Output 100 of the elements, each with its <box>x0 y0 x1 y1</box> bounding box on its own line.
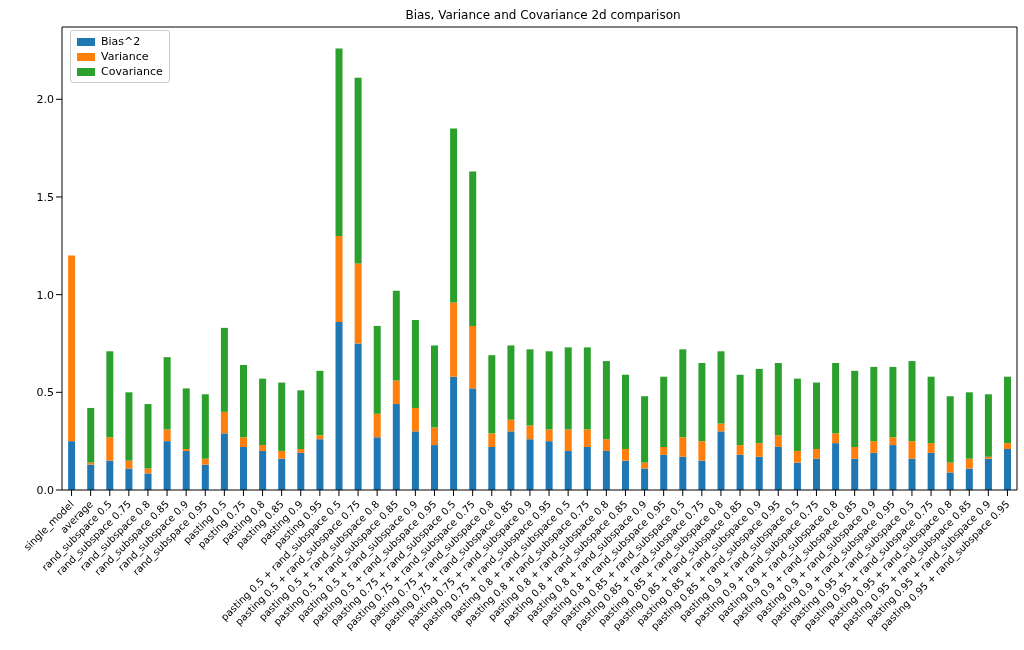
bar <box>259 445 267 451</box>
bar <box>851 447 859 459</box>
bar <box>870 366 878 442</box>
bar <box>545 441 553 490</box>
bar <box>450 128 458 303</box>
bar <box>316 439 324 490</box>
bar <box>564 347 572 430</box>
legend-label: Variance <box>101 49 149 64</box>
bar <box>163 441 171 490</box>
bar <box>622 448 630 461</box>
bar <box>660 454 668 490</box>
bar <box>182 450 190 490</box>
bar <box>965 468 973 490</box>
bar <box>641 468 649 490</box>
bar <box>641 462 649 469</box>
bar <box>125 468 133 490</box>
bar <box>125 392 133 461</box>
y-tick-label: 0.5 <box>36 386 54 400</box>
bar <box>1004 448 1012 490</box>
bar <box>698 460 706 490</box>
bar <box>354 263 362 344</box>
bar <box>755 443 763 457</box>
bar <box>201 394 209 459</box>
bar <box>373 437 381 490</box>
bar <box>392 380 400 405</box>
bar <box>832 363 840 434</box>
bar <box>259 378 267 446</box>
bar <box>583 347 591 430</box>
chart-title: Bias, Variance and Covariance 2d comparison <box>404 8 682 24</box>
bar <box>87 464 95 490</box>
bar <box>182 388 190 449</box>
bar <box>946 462 954 473</box>
bar <box>297 452 305 490</box>
bar <box>87 407 95 463</box>
bar <box>851 370 859 448</box>
bar <box>163 357 171 430</box>
bar <box>698 363 706 442</box>
bar <box>660 447 668 455</box>
bar <box>316 370 324 436</box>
y-tick-label: 1.0 <box>36 288 54 302</box>
bar <box>622 374 630 449</box>
bar <box>431 427 439 446</box>
bar <box>526 439 534 490</box>
bar <box>851 458 859 490</box>
bar <box>335 48 343 237</box>
bar <box>889 366 897 438</box>
bar <box>450 302 458 377</box>
bar <box>488 433 496 448</box>
bar <box>602 450 610 490</box>
bar <box>526 349 534 426</box>
bar <box>679 456 687 490</box>
bar <box>908 441 916 459</box>
legend-label: Bias^2 <box>101 34 141 49</box>
bar <box>240 437 248 448</box>
bar <box>1004 443 1012 449</box>
bar <box>297 448 305 453</box>
bar <box>774 363 782 436</box>
bar <box>201 464 209 490</box>
bar <box>240 364 248 438</box>
bar <box>927 376 935 444</box>
bar <box>908 361 916 442</box>
bar <box>927 452 935 490</box>
bar <box>106 351 114 438</box>
bar <box>545 429 553 442</box>
bar <box>908 458 916 490</box>
bar <box>411 407 419 432</box>
bar <box>946 396 954 463</box>
bar <box>411 431 419 490</box>
bar <box>507 345 515 420</box>
bar <box>583 447 591 490</box>
bar <box>832 443 840 490</box>
bar <box>736 374 744 446</box>
legend-label: Covariance <box>101 64 163 79</box>
bar <box>679 437 687 457</box>
y-tick-label: 2.0 <box>36 93 54 107</box>
bar <box>431 345 439 428</box>
bar <box>984 394 992 457</box>
bar <box>144 404 152 469</box>
bar <box>736 445 744 455</box>
bar <box>965 458 973 469</box>
bar <box>813 448 821 459</box>
bar <box>660 376 668 448</box>
bar <box>946 472 954 490</box>
bar <box>889 445 897 490</box>
bar <box>736 454 744 490</box>
bar <box>1004 376 1012 444</box>
bar <box>602 439 610 451</box>
bar <box>870 452 878 490</box>
bar <box>965 392 973 459</box>
bar <box>889 437 897 446</box>
bar <box>392 290 400 381</box>
bar <box>392 404 400 490</box>
bar <box>927 443 935 453</box>
bar <box>622 460 630 490</box>
bar <box>813 458 821 490</box>
bar <box>220 433 228 490</box>
bar <box>793 450 801 463</box>
bar <box>373 325 381 414</box>
bar <box>240 447 248 490</box>
bar <box>755 456 763 490</box>
